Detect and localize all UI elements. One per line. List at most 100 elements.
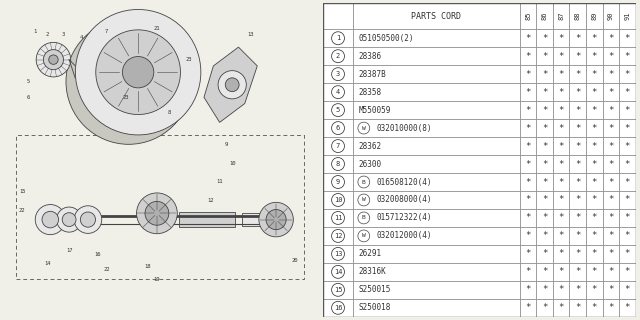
Text: *: * <box>625 231 630 240</box>
Text: *: * <box>625 124 630 132</box>
Bar <box>353 191 520 209</box>
Bar <box>570 263 586 281</box>
Text: *: * <box>542 141 547 150</box>
Bar <box>619 173 636 191</box>
Text: *: * <box>591 160 597 169</box>
Text: *: * <box>608 70 614 79</box>
Text: *: * <box>591 249 597 258</box>
Bar <box>16 135 305 279</box>
Text: 28358: 28358 <box>358 88 381 97</box>
Bar <box>602 101 619 119</box>
Bar <box>353 65 520 83</box>
Text: 17: 17 <box>66 248 72 253</box>
Text: *: * <box>542 70 547 79</box>
Text: *: * <box>608 141 614 150</box>
Text: *: * <box>608 268 614 276</box>
Bar <box>323 137 353 155</box>
Text: 22: 22 <box>19 208 26 213</box>
Bar <box>570 3 586 29</box>
Text: *: * <box>625 249 630 258</box>
Text: 88: 88 <box>575 12 580 20</box>
Text: *: * <box>591 88 597 97</box>
Bar <box>323 3 353 29</box>
Circle shape <box>86 39 171 124</box>
Text: *: * <box>542 106 547 115</box>
Text: B: B <box>362 180 365 185</box>
Text: *: * <box>559 285 564 294</box>
Bar <box>570 101 586 119</box>
Bar <box>570 209 586 227</box>
Circle shape <box>42 211 59 228</box>
Text: *: * <box>575 285 580 294</box>
Text: 8: 8 <box>168 110 171 116</box>
Bar <box>553 65 570 83</box>
Bar <box>553 3 570 29</box>
Text: *: * <box>575 249 580 258</box>
Bar <box>586 173 602 191</box>
Bar <box>536 281 553 299</box>
Text: M550059: M550059 <box>358 106 391 115</box>
Bar <box>353 29 520 47</box>
Text: *: * <box>608 303 614 312</box>
Text: *: * <box>575 141 580 150</box>
Text: *: * <box>625 303 630 312</box>
Bar <box>602 3 619 29</box>
Text: 85: 85 <box>525 12 531 20</box>
Text: B: B <box>362 215 365 220</box>
Bar <box>602 47 619 65</box>
Bar <box>536 29 553 47</box>
Circle shape <box>358 212 370 224</box>
Circle shape <box>74 206 102 233</box>
Bar <box>353 3 520 29</box>
Circle shape <box>35 204 65 235</box>
Text: *: * <box>575 160 580 169</box>
Text: S250018: S250018 <box>358 303 391 312</box>
Text: 15: 15 <box>19 189 26 194</box>
Bar <box>520 299 536 317</box>
Bar <box>536 299 553 317</box>
Text: *: * <box>575 70 580 79</box>
Bar <box>619 3 636 29</box>
Circle shape <box>332 229 344 242</box>
Bar <box>586 83 602 101</box>
Bar <box>586 119 602 137</box>
Text: 7: 7 <box>105 29 108 34</box>
Bar <box>323 227 353 245</box>
Bar <box>602 65 619 83</box>
Bar <box>619 137 636 155</box>
Circle shape <box>332 122 344 134</box>
Circle shape <box>358 176 370 188</box>
Circle shape <box>332 140 344 153</box>
Text: 18: 18 <box>144 264 151 269</box>
Bar <box>553 29 570 47</box>
Bar <box>520 245 536 263</box>
Bar <box>602 245 619 263</box>
Bar <box>570 83 586 101</box>
Bar <box>323 173 353 191</box>
Text: 20: 20 <box>292 258 298 263</box>
Bar <box>570 119 586 137</box>
Bar <box>353 173 520 191</box>
Text: 90: 90 <box>608 12 614 20</box>
Text: PARTS CORD: PARTS CORD <box>412 12 461 21</box>
Text: *: * <box>559 106 564 115</box>
Bar <box>353 281 520 299</box>
Bar <box>520 29 536 47</box>
Bar <box>520 155 536 173</box>
Bar <box>536 227 553 245</box>
Circle shape <box>56 207 82 232</box>
Text: *: * <box>608 213 614 222</box>
Bar <box>586 191 602 209</box>
Text: *: * <box>525 124 531 132</box>
Text: *: * <box>608 88 614 97</box>
Text: *: * <box>525 213 531 222</box>
Text: *: * <box>591 52 597 61</box>
Bar <box>570 137 586 155</box>
Text: *: * <box>591 285 597 294</box>
Text: *: * <box>608 160 614 169</box>
Text: 032010000(8): 032010000(8) <box>376 124 432 132</box>
Circle shape <box>76 10 201 135</box>
Bar <box>323 209 353 227</box>
Text: *: * <box>625 178 630 187</box>
Circle shape <box>332 50 344 63</box>
